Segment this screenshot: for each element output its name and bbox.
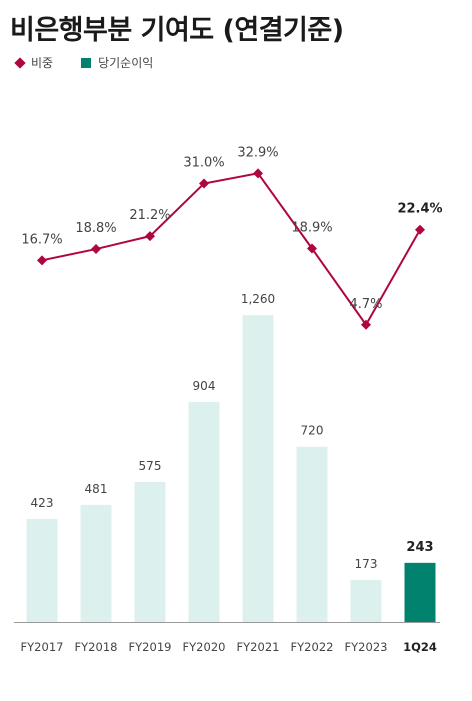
- bar-value-label: 423: [31, 496, 54, 510]
- ratio-point: [307, 243, 317, 254]
- ratio-value-label: 16.7%: [21, 232, 62, 247]
- bar: [26, 518, 58, 622]
- x-tick-label: FY2018: [75, 640, 118, 654]
- legend-item-ratio: 비중: [14, 54, 54, 71]
- x-tick-label: FY2021: [237, 640, 280, 654]
- bar-value-label: 720: [301, 424, 324, 438]
- bar-value-label: 173: [355, 557, 378, 571]
- ratio-value-label: 31.0%: [183, 156, 224, 171]
- bar: [404, 562, 436, 622]
- ratio-value-label: 22.4%: [397, 202, 442, 217]
- ratio-value-label: 32.9%: [237, 145, 278, 160]
- legend-label-profit: 당기순이익: [98, 56, 154, 70]
- ratio-point: [415, 224, 425, 235]
- square-icon: [81, 57, 92, 68]
- ratio-point: [145, 231, 155, 242]
- ratio-value-label: 18.9%: [291, 221, 332, 236]
- bar: [350, 579, 382, 622]
- bar-value-label: 481: [85, 482, 108, 496]
- bar: [296, 446, 328, 622]
- bar-value-label: 904: [193, 379, 216, 393]
- x-tick-label: 1Q24: [403, 640, 437, 654]
- ratio-value-label: 21.2%: [129, 208, 170, 223]
- ratio-line: [41, 172, 421, 327]
- bar: [134, 481, 166, 622]
- ratio-point: [253, 168, 263, 179]
- legend-item-profit: 당기순이익: [81, 54, 153, 71]
- ratio-point: [91, 244, 101, 255]
- x-tick-label: FY2020: [183, 640, 226, 654]
- ratio-value-label: 18.8%: [75, 221, 116, 236]
- legend-label-ratio: 비중: [31, 56, 54, 70]
- ratio-point: [37, 255, 47, 266]
- ratio-point: [199, 178, 209, 189]
- bar: [242, 315, 274, 622]
- chart-title: 비은행부분 기여도 (연결기준): [10, 15, 344, 46]
- x-tick-label: FY2019: [129, 640, 172, 654]
- x-tick-label: FY2023: [345, 640, 388, 654]
- bar: [188, 401, 220, 622]
- ratio-point: [361, 319, 371, 330]
- legend: 비중 당기순이익: [14, 54, 181, 71]
- x-tick-label: FY2017: [21, 640, 64, 654]
- bar-value-label: 1,260: [241, 292, 275, 306]
- bar-value-label: 243: [406, 540, 433, 555]
- bar-value-label: 575: [139, 459, 162, 473]
- ratio-value-label: 4.7%: [349, 297, 382, 312]
- bar: [80, 504, 112, 622]
- x-tick-label: FY2022: [291, 640, 334, 654]
